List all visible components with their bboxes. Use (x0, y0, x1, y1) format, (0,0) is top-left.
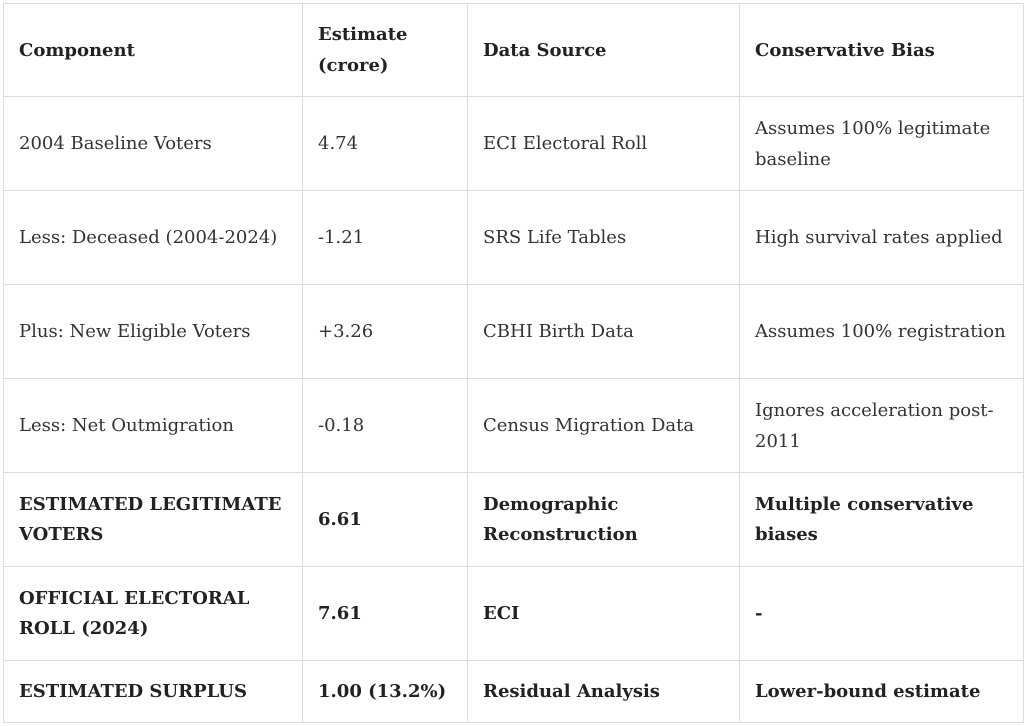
voter-estimate-table: Component Estimate (crore) Data Source C… (3, 3, 1024, 723)
cell-component: ESTIMATED LEGITIMATE VOTERS (3, 472, 303, 567)
cell-component: 2004 Baseline Voters (3, 96, 303, 191)
cell-estimate: -0.18 (302, 378, 468, 473)
table-row: Plus: New Eligible Voters +3.26 CBHI Bir… (3, 284, 1024, 379)
cell-conservative-bias: Multiple conservative biases (739, 472, 1024, 567)
cell-component: OFFICIAL ELECTORAL ROLL (2024) (3, 566, 303, 661)
cell-conservative-bias: Assumes 100% registration (739, 284, 1024, 379)
header-component: Component (3, 3, 303, 97)
header-conservative-bias: Conservative Bias (739, 3, 1024, 97)
cell-estimate: 4.74 (302, 96, 468, 191)
cell-estimate: 6.61 (302, 472, 468, 567)
cell-component: ESTIMATED SURPLUS (3, 660, 303, 723)
cell-data-source: SRS Life Tables (467, 190, 740, 285)
cell-data-source: CBHI Birth Data (467, 284, 740, 379)
cell-data-source: Residual Analysis (467, 660, 740, 723)
cell-data-source: ECI (467, 566, 740, 661)
cell-conservative-bias: Ignores acceleration post-2011 (739, 378, 1024, 473)
cell-conservative-bias: Assumes 100% legitimate baseline (739, 96, 1024, 191)
table-row: Less: Deceased (2004-2024) -1.21 SRS Lif… (3, 190, 1024, 285)
cell-data-source: Census Migration Data (467, 378, 740, 473)
table-row: Less: Net Outmigration -0.18 Census Migr… (3, 378, 1024, 473)
table-row-summary: OFFICIAL ELECTORAL ROLL (2024) 7.61 ECI … (3, 566, 1024, 661)
cell-conservative-bias: High survival rates applied (739, 190, 1024, 285)
cell-estimate: +3.26 (302, 284, 468, 379)
cell-estimate: 7.61 (302, 566, 468, 661)
cell-data-source: Demographic Reconstruction (467, 472, 740, 567)
cell-component: Less: Deceased (2004-2024) (3, 190, 303, 285)
cell-component: Less: Net Outmigration (3, 378, 303, 473)
table-row: 2004 Baseline Voters 4.74 ECI Electoral … (3, 96, 1024, 191)
cell-conservative-bias: Lower-bound estimate (739, 660, 1024, 723)
header-data-source: Data Source (467, 3, 740, 97)
table-row-summary: ESTIMATED LEGITIMATE VOTERS 6.61 Demogra… (3, 472, 1024, 567)
cell-estimate: -1.21 (302, 190, 468, 285)
cell-estimate: 1.00 (13.2%) (302, 660, 468, 723)
header-estimate: Estimate (crore) (302, 3, 468, 97)
cell-component: Plus: New Eligible Voters (3, 284, 303, 379)
cell-conservative-bias: - (739, 566, 1024, 661)
cell-data-source: ECI Electoral Roll (467, 96, 740, 191)
table-row-summary: ESTIMATED SURPLUS 1.00 (13.2%) Residual … (3, 660, 1024, 723)
table-header-row: Component Estimate (crore) Data Source C… (3, 3, 1024, 97)
